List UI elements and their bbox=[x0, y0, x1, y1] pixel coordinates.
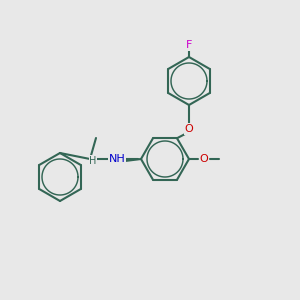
Text: O: O bbox=[200, 154, 208, 164]
Text: NH: NH bbox=[109, 154, 125, 164]
Text: F: F bbox=[186, 40, 192, 50]
Text: O: O bbox=[184, 124, 194, 134]
Text: H: H bbox=[89, 155, 97, 166]
